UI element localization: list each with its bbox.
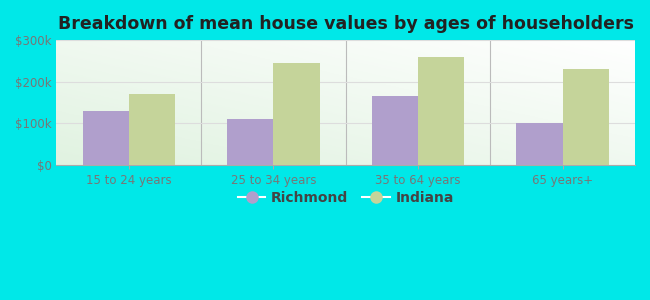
Bar xyxy=(372,96,418,165)
Bar xyxy=(227,119,274,165)
Bar xyxy=(274,63,320,165)
Bar xyxy=(516,123,563,165)
Bar xyxy=(83,111,129,165)
Bar xyxy=(129,94,175,165)
Title: Breakdown of mean house values by ages of householders: Breakdown of mean house values by ages o… xyxy=(58,15,634,33)
Bar xyxy=(418,57,464,165)
Bar xyxy=(563,69,609,165)
Legend: Richmond, Indiana: Richmond, Indiana xyxy=(232,185,460,210)
